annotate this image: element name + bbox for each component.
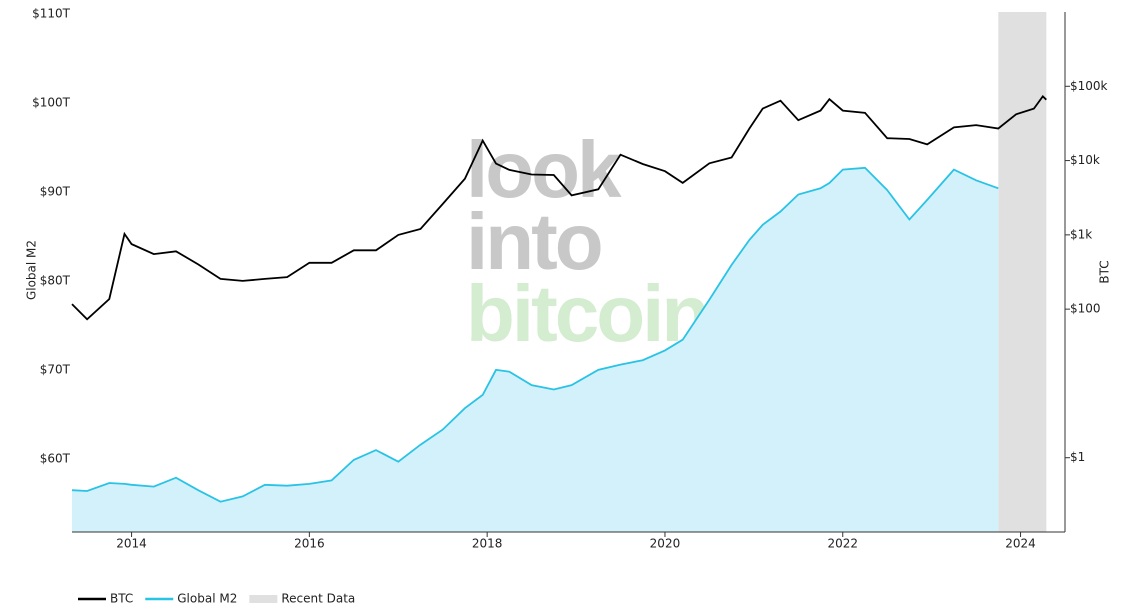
x-tick-label: 2024 bbox=[1005, 537, 1036, 551]
watermark: into bbox=[466, 197, 601, 286]
y2-tick-label: $100 bbox=[1070, 302, 1101, 316]
y-tick-label: $90T bbox=[40, 184, 71, 198]
watermark: bitcoin bbox=[466, 269, 707, 358]
y-tick-label: $110T bbox=[32, 6, 71, 20]
y-tick-label: $60T bbox=[40, 451, 71, 465]
x-tick-label: 2016 bbox=[294, 537, 325, 551]
legend-label: BTC bbox=[110, 592, 133, 606]
y2-tick-label: $1k bbox=[1070, 227, 1092, 241]
watermark: look bbox=[466, 125, 622, 214]
line bbox=[71, 166, 999, 503]
line bbox=[71, 95, 1047, 321]
x-tick-label: 2018 bbox=[472, 537, 503, 551]
legend-label: Recent Data bbox=[281, 592, 355, 606]
y-tick-label: $100T bbox=[32, 95, 71, 109]
legend-swatch bbox=[249, 595, 278, 603]
recent-data-band bbox=[998, 12, 1047, 532]
x-tick-label: 2020 bbox=[650, 537, 681, 551]
y-tick-label: $80T bbox=[40, 273, 71, 287]
y-tick-label: $70T bbox=[40, 362, 71, 376]
y2-tick-label: $10k bbox=[1070, 153, 1100, 167]
x-tick-label: 2022 bbox=[827, 537, 858, 551]
y2-tick-label: $1 bbox=[1070, 450, 1085, 464]
y2-axis-label: BTC bbox=[1098, 260, 1112, 283]
y-axis-label: Global M2 bbox=[25, 240, 39, 300]
legend-label: Global M2 bbox=[177, 592, 237, 606]
y2-tick-label: $100k bbox=[1070, 79, 1108, 93]
area bbox=[72, 167, 999, 533]
x-tick-label: 2014 bbox=[116, 537, 147, 551]
